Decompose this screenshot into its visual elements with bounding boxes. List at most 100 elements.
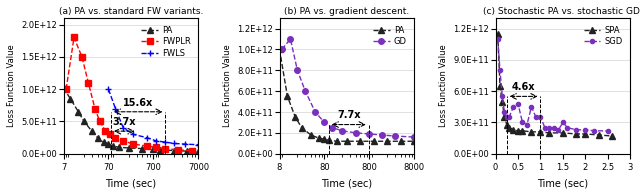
SGD (499, 95, 506, 98)
PA (100, 141, 108, 143)
FWPLR (152, 146, 160, 148)
Line: PA: PA (276, 47, 417, 144)
SPA (518, 130, 526, 132)
Line: GD: GD (279, 36, 417, 140)
FWLS (120, 127, 127, 129)
FWPLR (78, 56, 86, 58)
FWLS (129, 133, 137, 136)
SPA (595, 134, 603, 136)
Title: (a) PA vs. standard FW variants.: (a) PA vs. standard FW variants. (59, 7, 203, 16)
Y-axis label: Loss Function Value: Loss Function Value (223, 45, 232, 127)
GD (328, 127, 336, 129)
SPA (500, 116, 508, 118)
PA (315, 137, 323, 139)
PA (325, 139, 333, 141)
GD (278, 48, 285, 51)
SGD (503, 116, 511, 118)
FWPLR (162, 147, 170, 150)
FWLS (143, 136, 150, 139)
SPA (573, 133, 580, 135)
SPA (503, 123, 511, 126)
FWPLR (106, 133, 114, 136)
SGD (536, 116, 544, 118)
FWPLR (111, 136, 119, 139)
GD (339, 130, 346, 132)
FWPLR (70, 36, 78, 39)
SPA (536, 131, 544, 133)
X-axis label: Time (sec): Time (sec) (106, 178, 157, 188)
PA (276, 48, 284, 51)
FWLS (111, 107, 119, 110)
PA (343, 140, 351, 142)
Line: FWPLR: FWPLR (63, 35, 195, 153)
PA (125, 147, 132, 149)
SGD (591, 130, 598, 132)
SGD (546, 127, 554, 129)
PA (150, 148, 157, 150)
SGD (518, 121, 526, 124)
FWPLR (91, 107, 99, 110)
PA (370, 140, 378, 142)
SGD (573, 129, 580, 131)
PA (139, 147, 147, 150)
SGD (532, 116, 540, 118)
PA (307, 134, 315, 136)
PA (195, 151, 202, 153)
FWPLR (188, 149, 196, 152)
FWPLR (96, 120, 104, 123)
FWLS (152, 140, 160, 142)
GD (365, 133, 373, 135)
PA (383, 140, 391, 142)
FWLS (195, 144, 202, 146)
SPA (609, 135, 616, 137)
PA (109, 145, 117, 147)
FWPLR (129, 143, 137, 145)
SGD (514, 103, 522, 105)
FWLS (170, 142, 178, 145)
GD (312, 111, 319, 113)
PA (291, 116, 299, 118)
PA (284, 95, 291, 98)
GD (378, 134, 385, 136)
Line: SGD: SGD (495, 37, 610, 133)
SPA (494, 33, 502, 35)
SGD (550, 127, 558, 129)
SGD (541, 127, 548, 129)
SPA (582, 133, 589, 135)
Legend: SPA, SGD: SPA, SGD (580, 22, 626, 50)
FWLS (181, 143, 189, 145)
Line: PA: PA (61, 85, 201, 155)
GD (392, 135, 399, 137)
Text: 15.6x: 15.6x (123, 98, 154, 108)
Title: (b) PA vs. gradient descent.: (b) PA vs. gradient descent. (284, 7, 410, 16)
Y-axis label: Loss Function Value: Loss Function Value (7, 45, 16, 127)
PA (157, 149, 164, 151)
SGD (505, 116, 513, 118)
GD (294, 69, 301, 71)
Text: 4.6x: 4.6x (512, 82, 535, 92)
PA (321, 138, 328, 140)
Y-axis label: Loss Function Value: Loss Function Value (439, 45, 448, 127)
X-axis label: Time (sec): Time (sec) (538, 178, 589, 188)
PA (184, 150, 191, 152)
GD (301, 90, 309, 92)
SGD (494, 38, 502, 40)
PA (88, 130, 96, 132)
SGD (527, 106, 535, 108)
SGD (523, 123, 531, 126)
SPA (559, 132, 567, 134)
PA (410, 140, 418, 142)
SPA (505, 127, 513, 129)
FWPLR (62, 88, 70, 90)
FWPLR (175, 149, 182, 151)
PA (356, 140, 364, 142)
FWPLR (120, 140, 127, 142)
GD (321, 121, 328, 124)
PA (397, 140, 404, 142)
Line: FWLS: FWLS (105, 86, 202, 148)
FWLS (162, 141, 170, 143)
SPA (514, 130, 522, 132)
PA (74, 111, 82, 113)
GD (352, 132, 360, 134)
PA (80, 120, 88, 123)
